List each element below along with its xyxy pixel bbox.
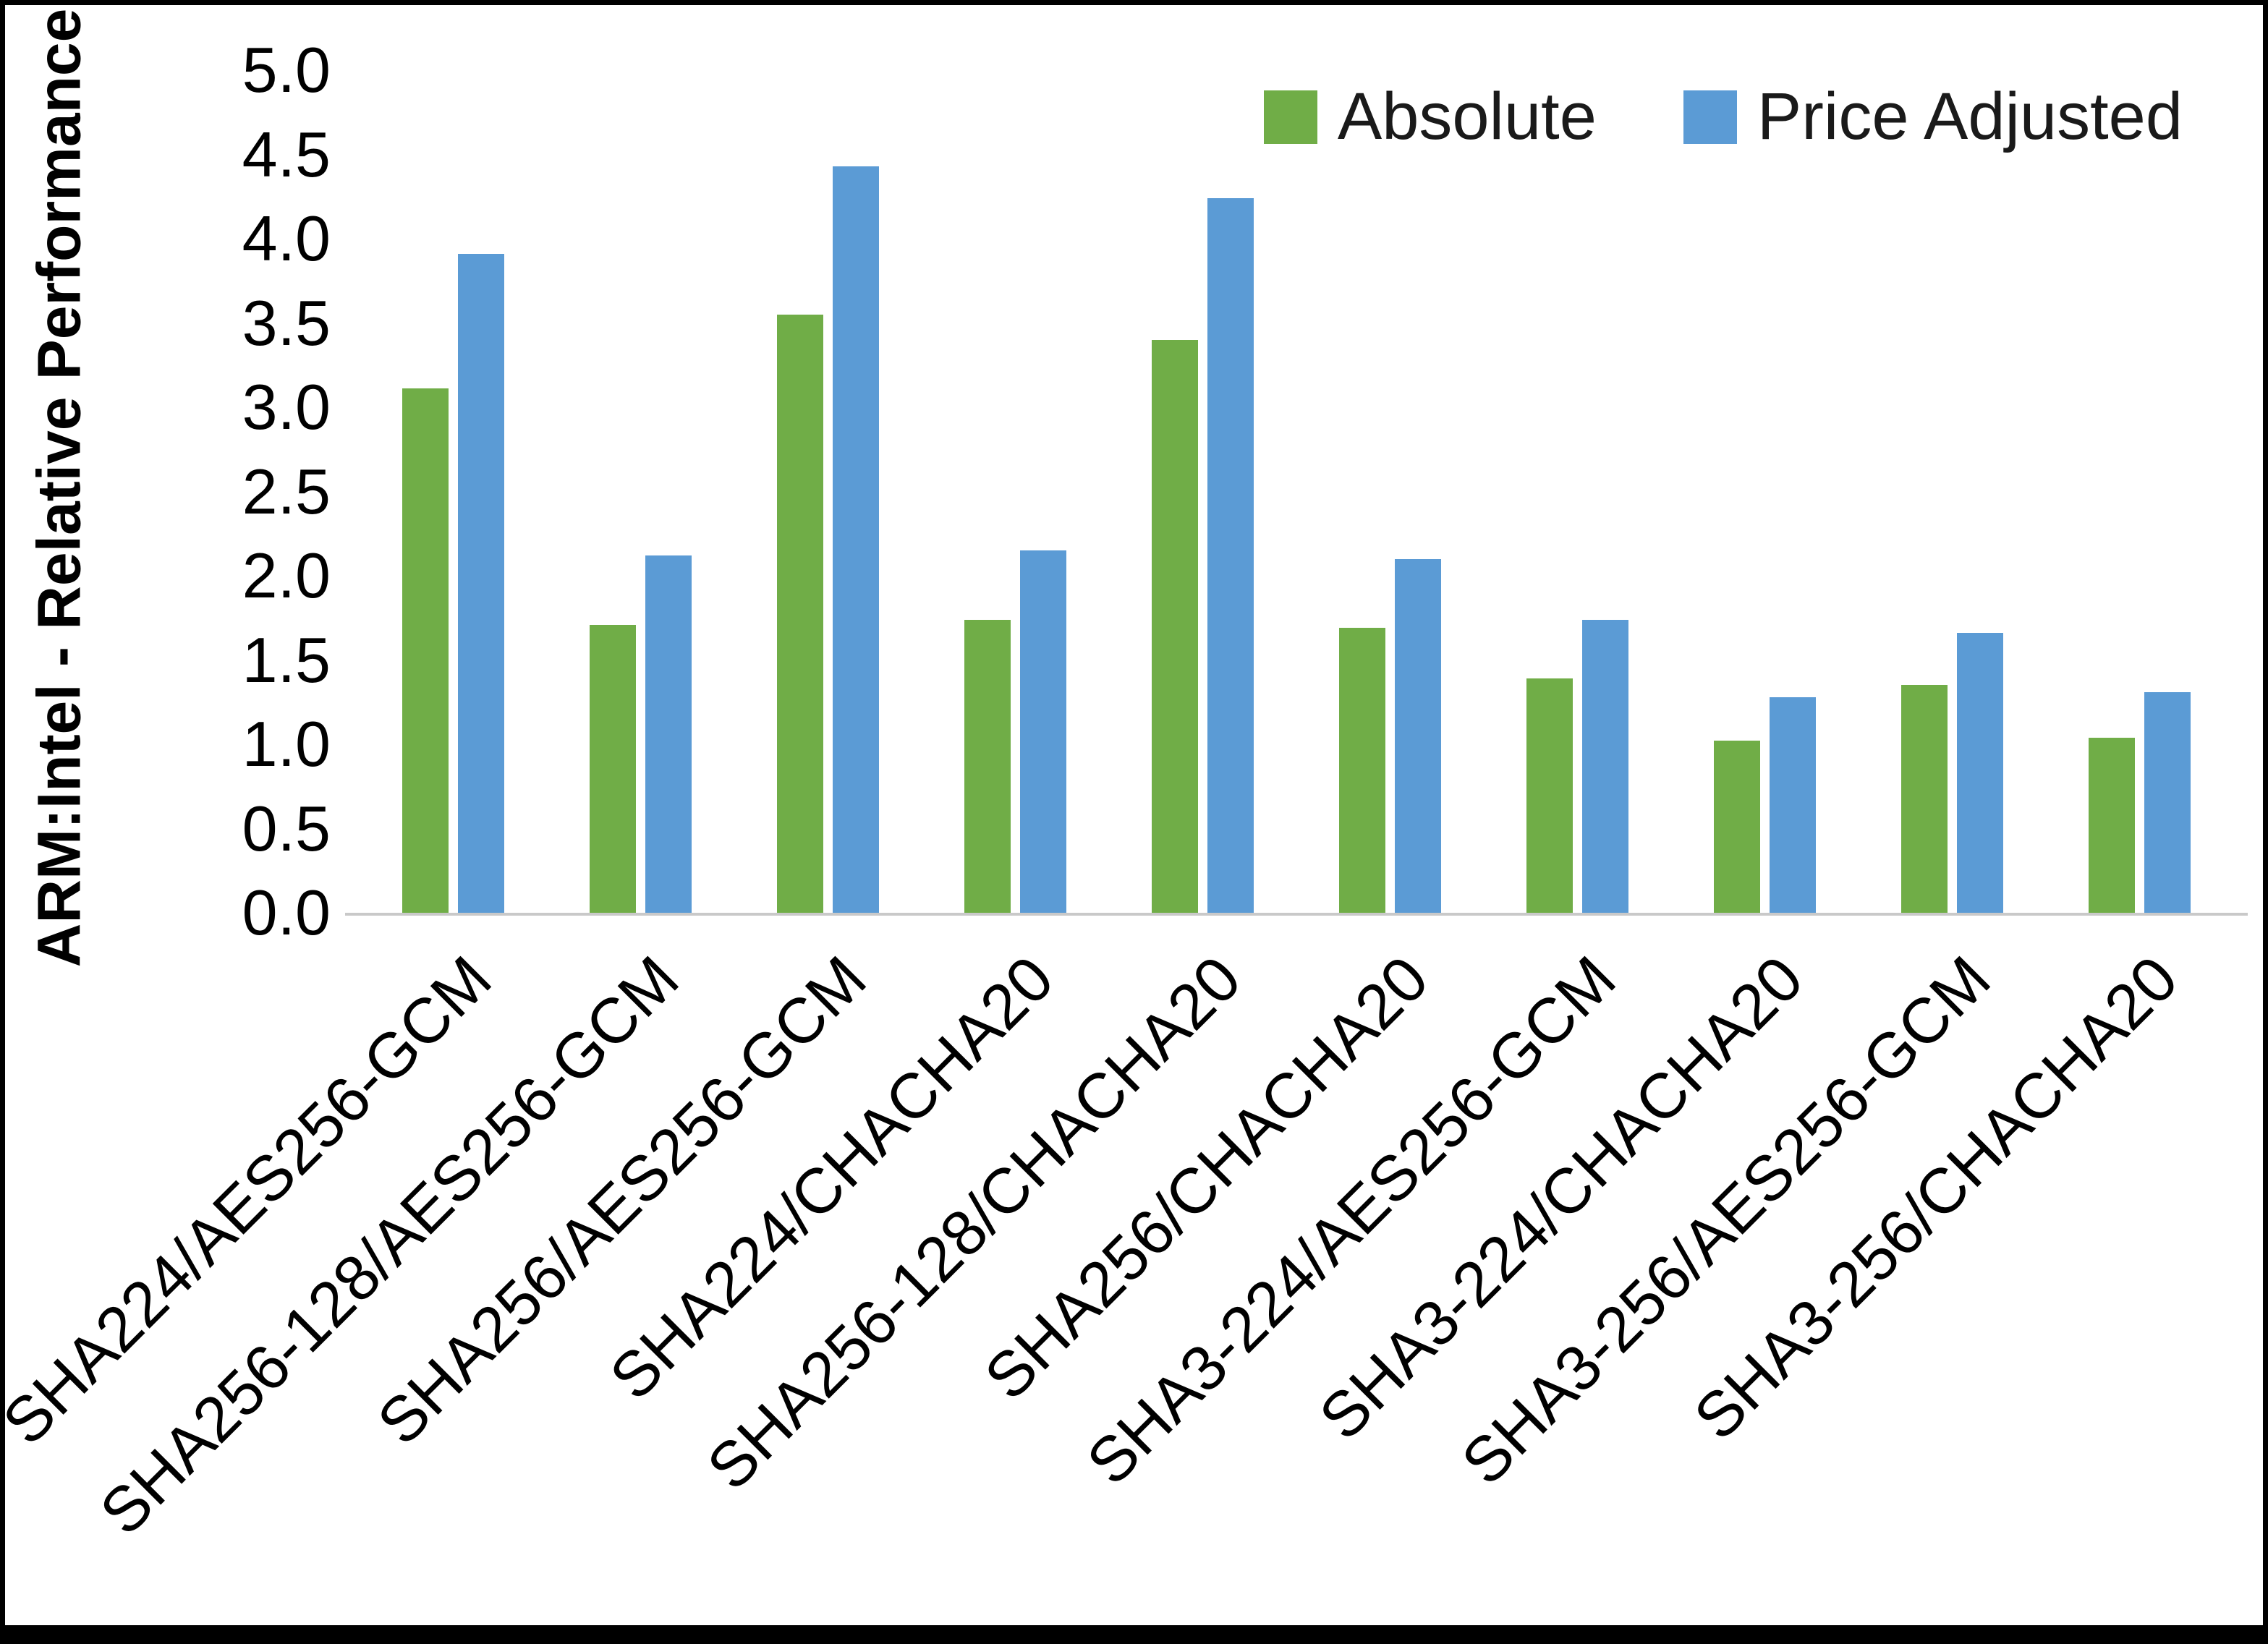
legend-item: Price Adjusted <box>1683 79 2183 155</box>
legend: Absolute Price Adjusted <box>1263 79 2183 155</box>
bar-price-adjusted <box>1770 697 1816 913</box>
legend-swatch <box>1263 90 1317 144</box>
bar-group <box>547 70 734 913</box>
y-axis-tick-label: 0.0 <box>242 877 331 948</box>
bar-price-adjusted <box>1207 198 1254 913</box>
y-axis-tick-label: 1.0 <box>242 708 331 780</box>
y-axis-title: ARM:Intel - Relative Performance <box>25 8 93 968</box>
bar-price-adjusted <box>833 166 879 913</box>
bar-price-adjusted <box>1582 619 1628 913</box>
y-axis-tick-label: 4.0 <box>242 203 331 274</box>
y-axis-tick-label: 0.5 <box>242 792 331 864</box>
y-axis-tick-label: 4.5 <box>242 118 331 190</box>
bar-group <box>922 70 1109 913</box>
bar-price-adjusted <box>645 555 692 913</box>
y-axis-ticks: 0.0 0.5 1.0 1.5 2.0 2.5 3.0 3.5 4.0 4.5 5.0 <box>114 34 331 948</box>
legend-label: Price Adjusted <box>1757 80 2183 153</box>
legend-item: Absolute <box>1263 79 1597 155</box>
bar-absolute <box>1901 685 1948 913</box>
bar-absolute <box>1152 339 1198 913</box>
bar-price-adjusted <box>1957 633 2003 913</box>
bar-absolute <box>402 388 449 913</box>
legend-swatch <box>1683 90 1737 144</box>
bar-price-adjusted <box>1395 558 1441 913</box>
bar-group <box>1296 70 1484 913</box>
y-axis-tick-label: 2.0 <box>242 540 331 611</box>
bar-absolute <box>1526 678 1573 913</box>
bar-price-adjusted <box>1020 550 1066 913</box>
bar-group <box>2046 70 2233 913</box>
bar-group <box>1484 70 1671 913</box>
bar-group <box>360 70 547 913</box>
y-axis-tick-label: 2.5 <box>242 455 331 527</box>
bar-absolute <box>1339 628 1385 913</box>
bar-group <box>734 70 922 913</box>
bar-absolute <box>777 314 823 913</box>
y-axis-tick-label: 3.5 <box>242 286 331 359</box>
x-axis-line <box>345 913 2248 916</box>
y-axis-tick-label: 3.0 <box>242 371 331 443</box>
bar-group <box>1859 70 2046 913</box>
plot-area: Absolute Price Adjusted <box>360 70 2233 913</box>
bar-absolute <box>590 624 636 913</box>
bar-absolute <box>964 619 1011 913</box>
x-axis-labels: SHA224/AES256-GCM SHA256-128/AES256-GCM SH… <box>5 920 2233 1614</box>
y-axis-tick-label: 1.5 <box>242 623 331 696</box>
bar-group <box>1109 70 1296 913</box>
bar-group <box>1671 70 1859 913</box>
bars-area <box>360 70 2233 913</box>
y-axis-tick-label: 5.0 <box>242 34 331 106</box>
bar-price-adjusted <box>2144 691 2191 913</box>
legend-label: Absolute <box>1337 80 1597 153</box>
bar-absolute <box>1714 741 1760 913</box>
bar-price-adjusted <box>458 253 504 913</box>
bar-absolute <box>2089 737 2135 913</box>
y-axis-title-wrap: ARM:Intel - Relative Performance <box>5 9 114 968</box>
